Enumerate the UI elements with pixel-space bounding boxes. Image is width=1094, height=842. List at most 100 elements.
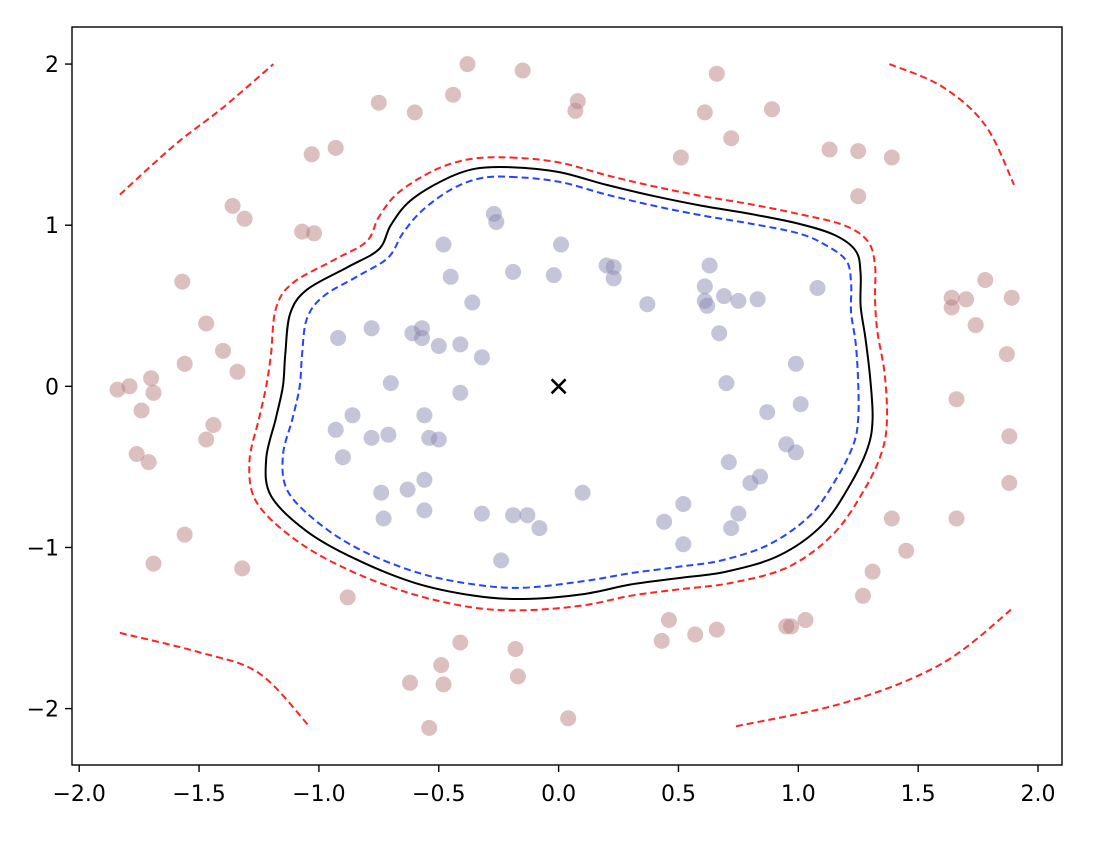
x-tick-label: −0.5 [412, 782, 465, 807]
contour-decision-boundary [264, 165, 874, 601]
y-tick-label: −2 [27, 698, 59, 723]
y-tick-label: 1 [45, 214, 59, 239]
inner-point [399, 481, 416, 498]
outer-point [560, 710, 577, 727]
outer-point [948, 510, 965, 527]
plot-area [109, 56, 1020, 736]
outer-point [821, 141, 838, 158]
outer-point [977, 272, 994, 288]
outer-point [672, 149, 689, 166]
inner-point [701, 257, 718, 274]
x-tick-label: −1.0 [292, 782, 345, 807]
inner-point [749, 291, 766, 308]
points-layer [109, 56, 1020, 736]
contour-outer-margin-top-left [119, 63, 275, 196]
outer-point [205, 417, 222, 433]
inner-point [442, 268, 459, 285]
inner-point [452, 336, 469, 353]
inner-point [787, 444, 804, 461]
outer-point [406, 104, 423, 121]
contour-outer-margin-bottom-right [735, 606, 1015, 728]
outer-point [883, 510, 900, 527]
outer-point [236, 210, 253, 227]
outer-point [306, 225, 323, 242]
outer-point [176, 526, 193, 543]
inner-point [452, 384, 469, 401]
inner-point [787, 355, 804, 372]
contour-layer [119, 63, 1015, 728]
inner-point [363, 429, 380, 446]
outer-point [850, 143, 867, 160]
inner-point [699, 297, 716, 314]
inner-point [639, 296, 656, 313]
inner-point [505, 507, 522, 524]
inner-point [416, 502, 433, 519]
outer-point [198, 315, 215, 332]
outer-point [143, 370, 160, 387]
outer-point [198, 431, 215, 448]
x-tick-label: 2.0 [1021, 782, 1056, 807]
outer-point [764, 101, 780, 118]
outer-point [696, 104, 713, 121]
inner-point [334, 449, 351, 466]
contour-outer-margin-top-right [889, 63, 1015, 186]
center-x-mark [550, 378, 567, 395]
inner-point [330, 330, 347, 346]
outer-point [958, 291, 975, 308]
inner-point [605, 270, 622, 287]
inner-point [416, 407, 433, 424]
contour-outer-margin-bottom-left [119, 631, 311, 727]
inner-point [464, 294, 481, 311]
inner-point [809, 280, 826, 296]
inner-point [380, 426, 397, 443]
inner-point [519, 507, 536, 524]
outer-point [176, 355, 193, 372]
outer-point [435, 676, 452, 693]
outer-point [445, 86, 462, 103]
outer-point [327, 139, 344, 156]
outer-point [121, 378, 138, 395]
inner-point [792, 396, 809, 413]
contour-inner-margin [281, 175, 860, 589]
inner-point [505, 263, 522, 280]
outer-point [507, 641, 524, 657]
outer-point [294, 223, 311, 240]
outer-point [402, 674, 418, 691]
outer-point [1001, 475, 1018, 491]
outer-point [567, 102, 584, 119]
inner-point [730, 505, 747, 522]
outer-point [234, 560, 251, 577]
outer-point [864, 563, 881, 580]
outer-point [339, 589, 356, 606]
inner-point [416, 471, 433, 488]
outer-point [370, 94, 387, 111]
inner-point [488, 214, 505, 230]
outer-point [998, 346, 1015, 363]
outer-point [128, 446, 145, 462]
outer-point [783, 618, 800, 635]
outer-point [943, 299, 960, 316]
inner-point [718, 375, 735, 392]
outer-point [967, 317, 984, 334]
outer-point [514, 62, 531, 79]
y-tick-label: 0 [45, 375, 59, 400]
center-marker [550, 378, 567, 395]
outer-point [224, 197, 241, 214]
outer-point [452, 634, 469, 651]
outer-point [708, 621, 725, 638]
inner-point [545, 267, 562, 284]
outer-point [145, 384, 162, 401]
inner-point [759, 404, 776, 421]
inner-point [473, 349, 490, 366]
inner-point [711, 325, 728, 342]
outer-point [723, 130, 740, 147]
outer-point [1001, 428, 1018, 445]
outer-point [459, 56, 476, 73]
inner-point [720, 454, 737, 471]
contour-outer-margin [248, 156, 889, 612]
inner-point [327, 421, 344, 438]
inner-point [675, 496, 692, 512]
inner-point [574, 484, 591, 501]
inner-point [493, 552, 510, 569]
inner-point [675, 536, 692, 553]
